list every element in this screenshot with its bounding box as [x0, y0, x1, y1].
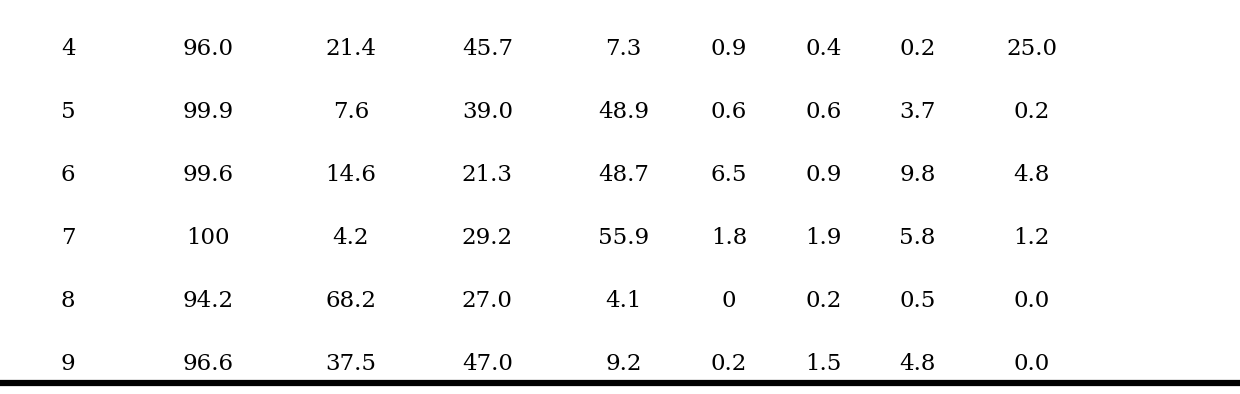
Text: 55.9: 55.9: [598, 227, 650, 249]
Text: 3.7: 3.7: [899, 101, 936, 123]
Text: 0.2: 0.2: [711, 353, 748, 375]
Text: 96.6: 96.6: [182, 353, 234, 375]
Text: 27.0: 27.0: [461, 290, 513, 312]
Text: 21.4: 21.4: [325, 38, 377, 60]
Text: 0: 0: [722, 290, 737, 312]
Text: 5.8: 5.8: [899, 227, 936, 249]
Text: 99.9: 99.9: [182, 101, 234, 123]
Text: 0.9: 0.9: [711, 38, 748, 60]
Text: 0.0: 0.0: [1013, 353, 1050, 375]
Text: 1.2: 1.2: [1013, 227, 1050, 249]
Text: 37.5: 37.5: [325, 353, 377, 375]
Text: 7: 7: [61, 227, 76, 249]
Text: 4.8: 4.8: [1013, 164, 1050, 186]
Text: 6: 6: [61, 164, 76, 186]
Text: 48.9: 48.9: [598, 101, 650, 123]
Text: 47.0: 47.0: [461, 353, 513, 375]
Text: 99.6: 99.6: [182, 164, 234, 186]
Text: 0.6: 0.6: [805, 101, 842, 123]
Text: 7.6: 7.6: [332, 101, 370, 123]
Text: 0.2: 0.2: [805, 290, 842, 312]
Text: 96.0: 96.0: [182, 38, 234, 60]
Text: 6.5: 6.5: [711, 164, 748, 186]
Text: 8: 8: [61, 290, 76, 312]
Text: 0.2: 0.2: [899, 38, 936, 60]
Text: 4: 4: [61, 38, 76, 60]
Text: 0.0: 0.0: [1013, 290, 1050, 312]
Text: 5: 5: [61, 101, 76, 123]
Text: 14.6: 14.6: [325, 164, 377, 186]
Text: 0.5: 0.5: [899, 290, 936, 312]
Text: 0.4: 0.4: [805, 38, 842, 60]
Text: 100: 100: [186, 227, 231, 249]
Text: 39.0: 39.0: [461, 101, 513, 123]
Text: 94.2: 94.2: [182, 290, 234, 312]
Text: 25.0: 25.0: [1006, 38, 1058, 60]
Text: 21.3: 21.3: [461, 164, 513, 186]
Text: 7.3: 7.3: [605, 38, 642, 60]
Text: 29.2: 29.2: [461, 227, 513, 249]
Text: 4.8: 4.8: [899, 353, 936, 375]
Text: 1.9: 1.9: [805, 227, 842, 249]
Text: 68.2: 68.2: [325, 290, 377, 312]
Text: 0.6: 0.6: [711, 101, 748, 123]
Text: 0.2: 0.2: [1013, 101, 1050, 123]
Text: 1.8: 1.8: [711, 227, 748, 249]
Text: 4.2: 4.2: [332, 227, 370, 249]
Text: 4.1: 4.1: [605, 290, 642, 312]
Text: 45.7: 45.7: [461, 38, 513, 60]
Text: 48.7: 48.7: [598, 164, 650, 186]
Text: 9: 9: [61, 353, 76, 375]
Text: 1.5: 1.5: [805, 353, 842, 375]
Text: 9.8: 9.8: [899, 164, 936, 186]
Text: 0.9: 0.9: [805, 164, 842, 186]
Text: 9.2: 9.2: [605, 353, 642, 375]
